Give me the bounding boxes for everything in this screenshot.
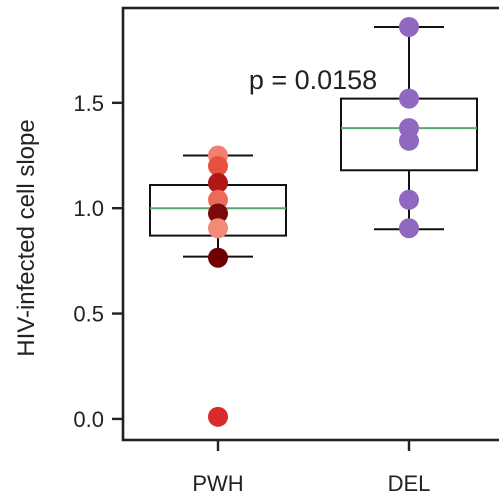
plot-frame — [121, 6, 499, 442]
x-tick-label: PWH — [192, 471, 243, 496]
data-point-pwh — [208, 203, 228, 224]
boxes — [149, 25, 478, 258]
axes: 0.0 0.5 1.0 1.5 PWH DEL — [73, 6, 499, 496]
data-point-del — [399, 88, 419, 109]
data-point-del — [399, 189, 419, 210]
p-value-annotation: p = 0.0158 — [249, 65, 377, 95]
data-point-del — [399, 130, 419, 151]
y-tick-label: 1.5 — [73, 91, 104, 116]
data-point-del — [399, 218, 419, 239]
data-points — [208, 16, 419, 427]
y-tick-label: 1.0 — [73, 196, 104, 221]
data-point-pwh — [208, 172, 228, 193]
data-point-pwh — [208, 189, 228, 210]
data-point-del — [399, 16, 419, 37]
y-axis-label: HIV-infected cell slope — [13, 119, 40, 356]
data-point-pwh — [208, 156, 228, 177]
data-point-pwh — [208, 247, 228, 268]
x-tick-label: DEL — [388, 471, 431, 496]
y-tick-label: 0.5 — [73, 302, 104, 327]
data-point-pwh — [208, 218, 228, 239]
y-tick-label: 0.0 — [73, 407, 104, 432]
data-point-pwh — [208, 406, 228, 427]
